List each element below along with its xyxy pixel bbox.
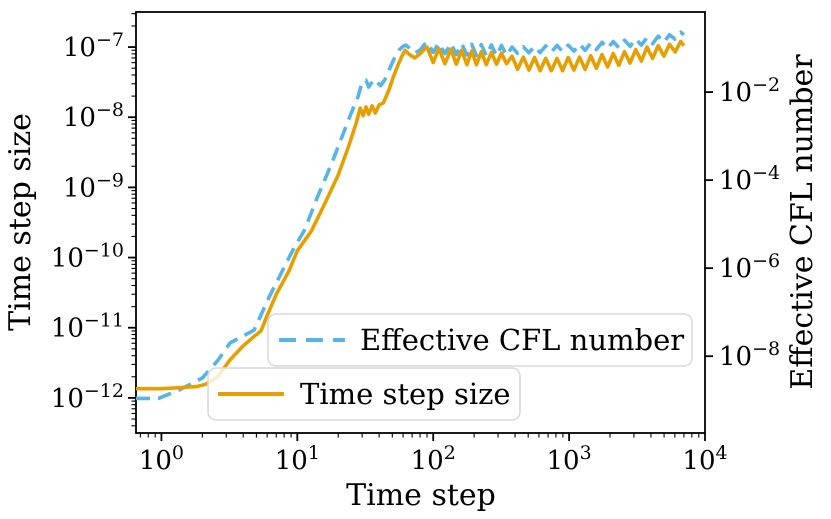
x-axis: 100 101 102 103 104 [139,433,728,476]
x-tick-label: 103 [547,442,592,476]
x-tick-label: 104 [682,442,727,476]
series-time-step-size [136,39,686,391]
y-right-tick-label: 10−4 [719,162,780,196]
series-effective-cfl [136,30,686,401]
y-right-tick-label: 10−8 [719,338,780,372]
y-left-tick-label: 10−7 [63,29,124,63]
legend-dt-label: Time step size [300,377,511,411]
y-axis-left: 10−12 10−11 10−10 10−9 10−8 10−7 [51,13,136,427]
y-left-tick-label: 10−12 [51,380,124,414]
y-left-tick-label: 10−9 [63,169,124,203]
y-left-tick-label: 10−8 [63,99,124,133]
x-axis-label: Time step [346,478,496,513]
y-axis-right: 10−8 10−6 10−4 10−2 [705,74,780,372]
legend-cfl-label: Effective CFL number [360,323,684,357]
plot-border [135,11,706,434]
y-right-tick-label: 10−6 [719,250,780,284]
legend-cfl-box [267,313,693,367]
legend-dt: Time step size [207,367,521,421]
y-right-tick-label: 10−2 [719,74,780,108]
legend-dt-box [207,367,521,421]
x-tick-label: 100 [139,442,184,476]
x-tick-label: 101 [275,442,320,476]
legend-cfl: Effective CFL number [267,313,693,367]
y-axis-left-label: Time step size [3,113,38,331]
x-tick-label: 102 [411,442,456,476]
y-left-tick-label: 10−11 [51,310,124,344]
series-layer [136,30,686,401]
axes: 100 101 102 103 10410−1210−1110−1010−910−810… [51,13,780,476]
y-axis-right-label: Effective CFL number [785,54,820,390]
y-left-tick-label: 10−10 [51,240,124,274]
